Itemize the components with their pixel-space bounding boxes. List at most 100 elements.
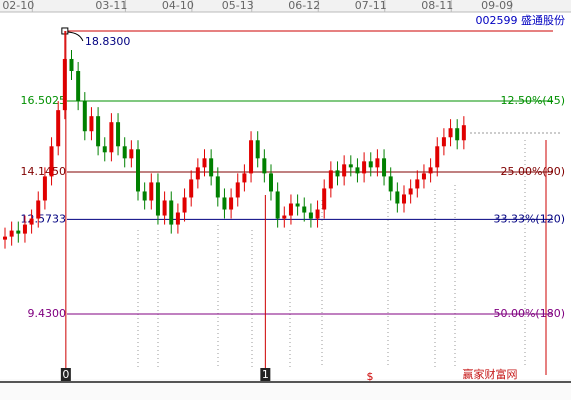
level-ratio: 25.00%(90) [500, 165, 565, 178]
level-price: 14.1450 [21, 165, 67, 178]
candle-body [215, 176, 220, 198]
date-label: 06-12 [288, 0, 320, 12]
dotted-guides [137, 140, 526, 368]
candle-body [202, 158, 207, 168]
candle-body [82, 101, 87, 132]
candle-body [355, 167, 360, 174]
candle-body [89, 116, 94, 132]
candle-body [348, 164, 353, 168]
candle-body [249, 140, 254, 174]
candle-body [162, 200, 167, 216]
candle-body [435, 146, 440, 168]
candle-body [49, 146, 54, 177]
level-price: 16.5025 [21, 94, 67, 107]
candle-body [195, 167, 200, 180]
date-label: 07-11 [355, 0, 387, 12]
marker-label: 1 [262, 368, 269, 381]
candle-body [116, 122, 121, 147]
candle-body [362, 161, 367, 174]
candle-body [96, 116, 101, 147]
candle-body [102, 146, 107, 153]
candle-body [288, 203, 293, 216]
candle-body [295, 203, 300, 207]
date-label: 04-10 [162, 0, 194, 12]
candle-body [275, 191, 280, 219]
candle-body [209, 158, 214, 177]
date-strip [0, 0, 571, 12]
date-label: 05-13 [222, 0, 254, 12]
candle-body [408, 188, 413, 195]
candle-body [149, 182, 154, 201]
candle-body [229, 197, 234, 210]
date-label: 03-11 [95, 0, 127, 12]
candle-body [441, 137, 446, 147]
candle-body [269, 173, 273, 192]
candle-body [302, 206, 307, 213]
candle-body [109, 122, 114, 153]
candle-body [315, 209, 320, 219]
candle-body [455, 128, 460, 141]
level-price: 9.4300 [28, 307, 67, 320]
candle-body [42, 176, 47, 201]
candle-body [36, 200, 41, 219]
candle-body [69, 58, 74, 72]
candle-body [342, 164, 347, 177]
candle-body [136, 149, 140, 192]
candle-body [189, 179, 194, 198]
candle-body [388, 176, 393, 192]
candle-body [282, 215, 287, 219]
marker-box [60, 368, 71, 381]
candle-body [56, 110, 61, 147]
level-price: 12.5733 [21, 212, 67, 225]
watermark: 赢家财富网 [463, 367, 518, 381]
candle-body [29, 218, 34, 225]
candle-body [175, 212, 180, 225]
candle-body [122, 146, 127, 159]
candle-body [9, 230, 14, 237]
marker-label: 0 [62, 368, 69, 381]
candle-body [402, 194, 406, 204]
date-label: 09-09 [481, 0, 513, 12]
date-label: 08-11 [421, 0, 453, 12]
stock-header: 002599 盛通股份 [476, 13, 566, 27]
candle-body [16, 230, 21, 234]
candle-body [375, 158, 380, 168]
candle-body [62, 58, 67, 111]
candle-body [242, 173, 247, 183]
candle-body [428, 167, 433, 174]
candle-body [395, 191, 400, 204]
volume-strip [0, 379, 571, 400]
candle-body [222, 197, 227, 210]
candle-body [142, 191, 147, 201]
marker-box [260, 368, 271, 381]
candle-body [169, 200, 174, 225]
level-ratio: 33.33%(120) [493, 212, 565, 225]
candle-body [335, 170, 340, 177]
candle-body [129, 149, 134, 159]
candle-body [308, 212, 313, 219]
candle-body [461, 125, 466, 141]
peak-label: 18.8300 [85, 35, 131, 48]
candle-body [262, 158, 267, 174]
candle-body [368, 161, 373, 168]
candle-body [415, 179, 420, 189]
level-ratio: 12.50%(45) [500, 94, 565, 107]
candle-body [76, 71, 81, 102]
candle-body [322, 188, 327, 210]
candle-body [182, 197, 187, 213]
candle-body [3, 236, 7, 240]
candle-body [382, 158, 387, 177]
date-label: 02-10 [2, 0, 34, 12]
symbol: $ [367, 370, 374, 383]
candle-body [328, 170, 333, 189]
level-ratio: 50.00%(180) [493, 307, 565, 320]
candle-body [421, 173, 426, 180]
candle-body [448, 128, 453, 138]
candle-body [255, 140, 260, 159]
candle-body [155, 182, 160, 216]
peak-pointer [67, 31, 84, 42]
candle-body [22, 224, 27, 234]
candle-body [235, 182, 240, 198]
